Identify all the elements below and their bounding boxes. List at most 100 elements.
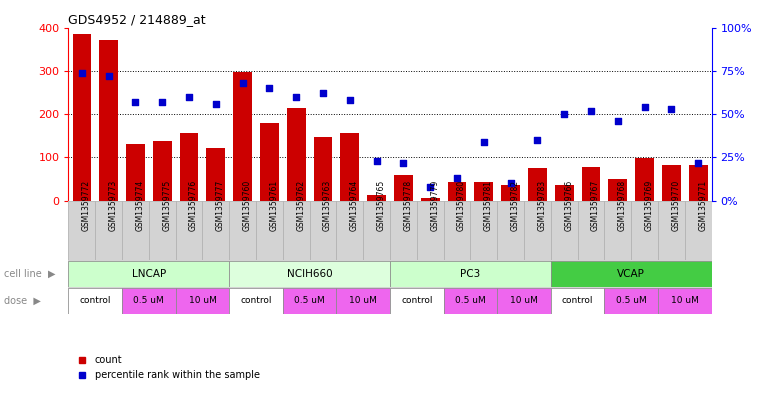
Bar [256, 201, 283, 260]
Point [344, 97, 356, 103]
Text: GSM1359783: GSM1359783 [537, 180, 546, 231]
Point [103, 73, 115, 79]
Text: 0.5 uM: 0.5 uM [295, 296, 325, 305]
Bar [608, 179, 627, 201]
Legend: count, percentile rank within the sample: count, percentile rank within the sample [73, 352, 263, 384]
Bar [604, 288, 658, 314]
Text: GSM1359763: GSM1359763 [323, 180, 332, 231]
Bar [126, 144, 145, 201]
Text: LNCAP: LNCAP [132, 268, 166, 279]
Bar [68, 261, 229, 286]
Bar [689, 165, 708, 201]
Point [76, 70, 88, 76]
Bar [72, 34, 91, 201]
Text: GSM1359760: GSM1359760 [243, 180, 252, 231]
Text: GSM1359773: GSM1359773 [109, 180, 118, 231]
Point [424, 184, 436, 190]
Text: GSM1359767: GSM1359767 [591, 180, 600, 231]
Text: NCIH660: NCIH660 [287, 268, 333, 279]
Bar [551, 261, 712, 286]
Text: GSM1359781: GSM1359781 [484, 180, 493, 231]
Text: GSM1359779: GSM1359779 [430, 180, 439, 231]
Bar [631, 201, 658, 260]
Bar [578, 201, 604, 260]
Text: GSM1359765: GSM1359765 [377, 180, 386, 231]
Bar [153, 141, 172, 201]
Bar [474, 182, 493, 201]
Bar [470, 201, 497, 260]
Point [317, 90, 329, 96]
Bar [176, 201, 202, 260]
Point [156, 99, 168, 105]
Bar [229, 201, 256, 260]
Text: GSM1359761: GSM1359761 [269, 180, 279, 231]
Point [585, 107, 597, 114]
Text: 10 uM: 10 uM [670, 296, 699, 305]
Bar [260, 123, 279, 201]
Point [665, 106, 677, 112]
Text: 10 uM: 10 uM [189, 296, 216, 305]
Bar [528, 168, 546, 201]
Point [505, 180, 517, 186]
Bar [444, 201, 470, 260]
Text: GSM1359769: GSM1359769 [645, 180, 654, 231]
Point [451, 175, 463, 181]
Bar [501, 185, 520, 201]
Bar [340, 133, 359, 201]
Bar [685, 201, 712, 260]
Text: PC3: PC3 [460, 268, 480, 279]
Bar [444, 288, 497, 314]
Bar [394, 174, 412, 201]
Point [558, 111, 570, 117]
Bar [68, 288, 122, 314]
Bar [336, 288, 390, 314]
Text: dose  ▶: dose ▶ [4, 296, 40, 306]
Bar [202, 201, 229, 260]
Text: control: control [240, 296, 272, 305]
Bar [390, 201, 417, 260]
Bar [658, 201, 685, 260]
Bar [283, 288, 336, 314]
Text: GSM1359777: GSM1359777 [216, 180, 224, 231]
Text: GSM1359780: GSM1359780 [457, 180, 466, 231]
Bar [524, 201, 551, 260]
Bar [497, 201, 524, 260]
Bar [99, 40, 118, 201]
Text: 0.5 uM: 0.5 uM [133, 296, 164, 305]
Point [237, 80, 249, 86]
Bar [180, 133, 199, 201]
Point [638, 104, 651, 110]
Bar [604, 201, 631, 260]
Bar [497, 288, 551, 314]
Bar [314, 137, 333, 201]
Bar [662, 165, 681, 201]
Text: GSM1359762: GSM1359762 [296, 180, 305, 231]
Bar [149, 201, 176, 260]
Text: 10 uM: 10 uM [349, 296, 377, 305]
Text: GSM1359770: GSM1359770 [671, 180, 680, 231]
Point [129, 99, 142, 105]
Bar [68, 201, 95, 260]
Text: GSM1359768: GSM1359768 [618, 180, 627, 231]
Text: GSM1359771: GSM1359771 [698, 180, 707, 231]
Point [210, 101, 222, 107]
Bar [283, 201, 310, 260]
Text: GSM1359782: GSM1359782 [511, 180, 520, 231]
Text: 0.5 uM: 0.5 uM [616, 296, 647, 305]
Bar [234, 72, 252, 201]
Text: GSM1359766: GSM1359766 [564, 180, 573, 231]
Bar [555, 185, 574, 201]
Bar [336, 201, 363, 260]
Point [263, 85, 275, 91]
Text: GSM1359774: GSM1359774 [135, 180, 145, 231]
Bar [635, 158, 654, 201]
Bar [447, 182, 466, 201]
Text: control: control [401, 296, 432, 305]
Text: GSM1359778: GSM1359778 [403, 180, 412, 231]
Point [531, 137, 543, 143]
Point [183, 94, 195, 100]
Text: GSM1359764: GSM1359764 [350, 180, 359, 231]
Bar [229, 288, 283, 314]
Bar [176, 288, 229, 314]
Bar [206, 148, 225, 201]
